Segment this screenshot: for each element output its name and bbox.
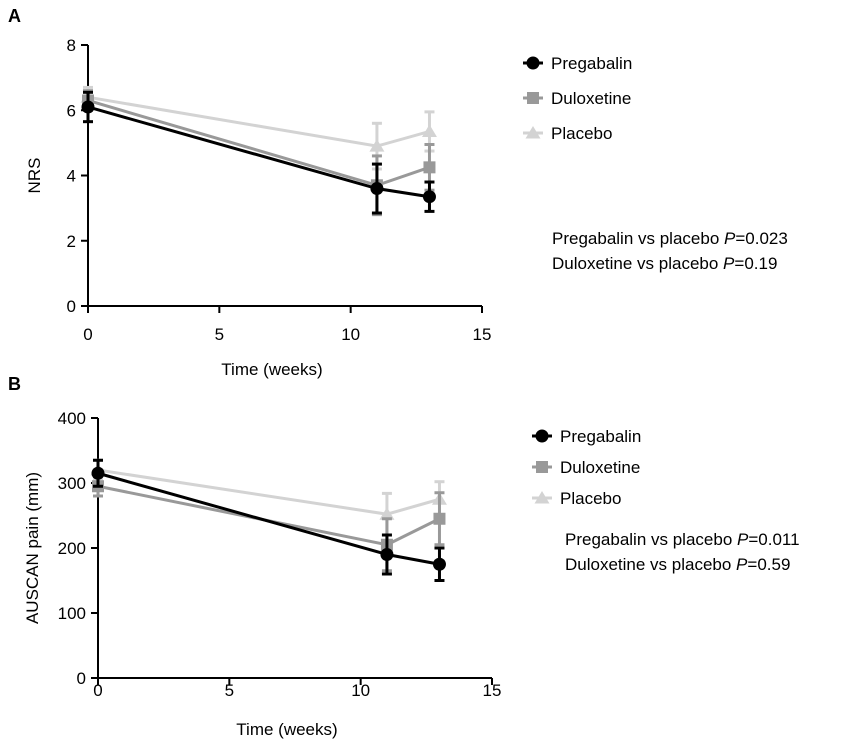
stats-annotation: Pregabalin vs placebo P=0.011	[565, 530, 800, 549]
y-tick-label: 2	[67, 232, 76, 251]
stats-prefix: Duloxetine vs placebo	[552, 254, 723, 273]
stats-p-symbol: P	[736, 555, 748, 574]
x-tick-label: 5	[215, 325, 224, 344]
stats-annotation: Duloxetine vs placebo P=0.19	[552, 254, 777, 273]
series-placebo	[90, 458, 447, 537]
chart-panel-b: B 0 100 200 300 400 0 5 10 15 Time (weeks) AUSCAN p…	[8, 374, 800, 739]
legend-label: Placebo	[551, 124, 612, 143]
panel-label: A	[8, 6, 21, 26]
legend-marker-triangle	[534, 491, 550, 504]
data-point	[91, 466, 105, 480]
y-tick-label: 4	[67, 167, 76, 186]
stats-annotation: Pregabalin vs placebo P=0.023	[552, 229, 788, 248]
legend-marker-square	[536, 461, 548, 473]
series-duloxetine	[82, 89, 436, 217]
stats-prefix: Pregabalin vs placebo	[552, 229, 724, 248]
legend-marker-circle	[526, 56, 540, 70]
legend-label: Duloxetine	[560, 458, 640, 477]
x-tick-label: 15	[483, 681, 502, 700]
y-tick-label: 8	[67, 36, 76, 55]
data-point	[369, 139, 385, 152]
stats-p-symbol: P	[723, 254, 735, 273]
legend-label: Placebo	[560, 489, 621, 508]
legend-label: Pregabalin	[551, 54, 632, 73]
stats-annotation: Duloxetine vs placebo P=0.59	[565, 555, 790, 574]
series-pregabalin	[81, 90, 436, 215]
data-point	[432, 557, 446, 571]
y-tick-label: 0	[77, 669, 86, 688]
y-tick-label: 100	[58, 604, 86, 623]
legend: Pregabalin Duloxetine Placebo	[523, 54, 632, 143]
chart-panel-a: A 0 2 4 6 8 0 5 10 15 Time (weeks) NRS Pregabalin Dul…	[8, 6, 788, 379]
x-tick-label: 10	[341, 325, 360, 344]
y-axis-label: AUSCAN pain (mm)	[23, 472, 42, 624]
legend: Pregabalin Duloxetine Placebo	[532, 427, 641, 508]
data-point	[421, 124, 437, 137]
x-tick-label: 0	[93, 681, 102, 700]
stats-value: =0.59	[747, 555, 790, 574]
stats-p-symbol: P	[724, 229, 736, 248]
data-point	[81, 100, 95, 114]
x-tick-label: 5	[225, 681, 234, 700]
data-point	[433, 512, 446, 525]
panel-label: B	[8, 374, 21, 394]
x-tick-label: 10	[351, 681, 370, 700]
stats-prefix: Pregabalin vs placebo	[565, 530, 737, 549]
data-point	[423, 161, 436, 174]
stats-prefix: Duloxetine vs placebo	[565, 555, 736, 574]
legend-label: Pregabalin	[560, 427, 641, 446]
y-tick-label: 300	[58, 474, 86, 493]
legend-marker-square	[527, 92, 539, 104]
x-axis-label: Time (weeks)	[221, 360, 322, 379]
data-point	[380, 548, 394, 561]
legend-marker-triangle	[525, 126, 541, 139]
x-tick-label: 0	[83, 325, 92, 344]
x-axis-label: Time (weeks)	[236, 720, 337, 739]
data-point	[379, 507, 395, 520]
data-point	[370, 182, 384, 196]
y-tick-label: 0	[67, 297, 76, 316]
stats-value: =0.023	[735, 229, 787, 248]
data-point	[422, 190, 436, 204]
y-tick-label: 200	[58, 539, 86, 558]
stats-p-symbol: P	[737, 530, 749, 549]
series-pregabalin	[91, 458, 446, 582]
y-axis-label: NRS	[25, 158, 44, 194]
x-tick-label: 15	[473, 325, 492, 344]
stats-value: =0.011	[748, 530, 799, 549]
legend-label: Duloxetine	[551, 89, 631, 108]
y-tick-label: 400	[58, 409, 86, 428]
legend-marker-circle	[535, 429, 549, 443]
stats-value: =0.19	[734, 254, 777, 273]
y-tick-label: 6	[67, 101, 76, 120]
